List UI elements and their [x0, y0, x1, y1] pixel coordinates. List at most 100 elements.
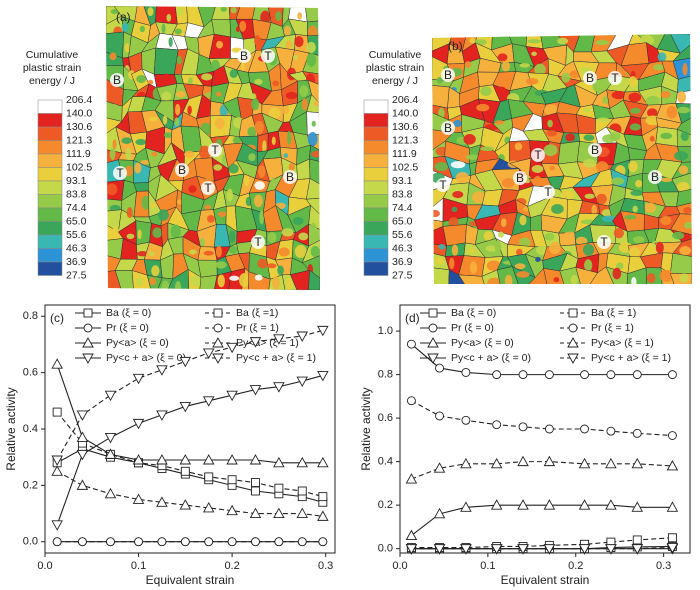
data-point: [667, 431, 677, 440]
grain: [153, 47, 179, 75]
strain-spot: [306, 53, 317, 67]
legend-label: Ba (ξ = 1): [591, 307, 636, 319]
colorbar-tick-label: 206.4: [66, 94, 92, 106]
strain-spot: [483, 231, 493, 241]
data-point: [52, 537, 62, 547]
strain-spot: [551, 203, 564, 214]
strain-spot: [480, 146, 495, 152]
panel-label: (c): [50, 311, 64, 325]
data-point: [274, 537, 284, 547]
strain-spot: [125, 165, 134, 177]
data-point: [104, 390, 117, 402]
strain-spot: [469, 248, 475, 253]
strain-spot: [629, 123, 641, 131]
strain-spot: [147, 79, 154, 85]
strain-spot: [147, 7, 154, 17]
strain-spot: [126, 207, 133, 219]
strain-spot: [628, 160, 638, 173]
strain-spot: [301, 98, 308, 111]
strain-spot: [480, 86, 492, 97]
strain-spot: [163, 73, 171, 87]
strain-spot: [582, 159, 597, 168]
strain-spot: [613, 227, 625, 239]
legend-marker: [427, 353, 439, 364]
strain-spot: [248, 153, 256, 162]
data-point: [156, 410, 168, 421]
strain-spot: [654, 193, 661, 203]
strain-spot: [112, 139, 117, 150]
grain: [526, 267, 548, 284]
strain-spot: [611, 177, 625, 185]
strain-spot: [684, 221, 692, 229]
data-point: [104, 487, 117, 499]
strain-spot: [281, 228, 294, 237]
strain-spot: [207, 214, 215, 223]
strain-spot: [151, 265, 160, 277]
strain-spot: [220, 6, 227, 12]
data-point: [606, 370, 616, 380]
strain-spot: [267, 232, 277, 244]
legend-marker: [83, 323, 93, 333]
y-tick-label: 1.0: [378, 325, 393, 337]
grain: [290, 269, 310, 290]
strain-spot: [285, 40, 293, 50]
data-point: [605, 499, 617, 510]
strain-spot: [188, 249, 197, 255]
strain-spot: [254, 34, 261, 46]
series-line: [56, 364, 323, 464]
legend-marker: [212, 337, 224, 348]
legend-marker: [82, 337, 94, 348]
grain-label-bg: [597, 235, 611, 249]
grain-label: T: [544, 185, 552, 199]
strain-spot: [561, 189, 575, 200]
grain-label-bg: [513, 171, 527, 185]
grain-label-bg: [583, 71, 597, 85]
data-point: [156, 496, 168, 507]
colorbar-title: Cumulative: [26, 49, 79, 61]
strain-spot: [660, 215, 672, 226]
strain-spot: [575, 236, 588, 246]
strain-spot: [631, 276, 637, 284]
strain-spot: [229, 69, 238, 78]
colorbar-tick-label: 36.9: [66, 256, 87, 268]
strain-spot: [584, 193, 595, 199]
strain-spot: [680, 131, 689, 142]
x-axis-label: Equivalent strain: [146, 573, 235, 587]
series-line: [411, 343, 673, 376]
strain-spot: [628, 76, 638, 88]
data-point: [631, 544, 644, 555]
strain-spot: [176, 55, 182, 65]
strain-spot: [227, 108, 240, 116]
grain-label-bg: [110, 73, 124, 87]
data-point: [249, 507, 262, 518]
data-point: [297, 537, 307, 547]
legend-marker: [212, 353, 224, 364]
strain-spot: [501, 60, 511, 72]
strain-spot: [188, 77, 193, 85]
data-point: [226, 504, 238, 516]
strain-spot: [170, 224, 181, 239]
colorbar-swatch: [37, 153, 63, 168]
strain-spot: [243, 175, 250, 187]
data-point: [179, 499, 192, 510]
strain-spot: [533, 176, 542, 184]
y-tick-label: 0.8: [378, 369, 393, 381]
data-point: [273, 456, 285, 468]
strain-spot: [272, 276, 280, 290]
panel-label: (a): [116, 10, 131, 24]
grain-label-bg: [201, 181, 215, 195]
strain-spot: [683, 207, 692, 214]
strain-spot: [201, 103, 213, 111]
strain-spot: [229, 230, 236, 243]
data-point: [543, 499, 556, 510]
legend-label: Ba (ξ = 0): [106, 307, 151, 319]
colorbar-tick-label: 130.6: [392, 121, 418, 133]
data-point: [666, 543, 679, 554]
grain: [676, 117, 692, 136]
legend-marker: [567, 353, 579, 364]
strain-spot: [502, 178, 515, 188]
series-line: [411, 461, 673, 480]
strain-spot: [463, 133, 476, 145]
strain-spot: [677, 91, 687, 104]
grain-label-bg: [648, 170, 662, 184]
